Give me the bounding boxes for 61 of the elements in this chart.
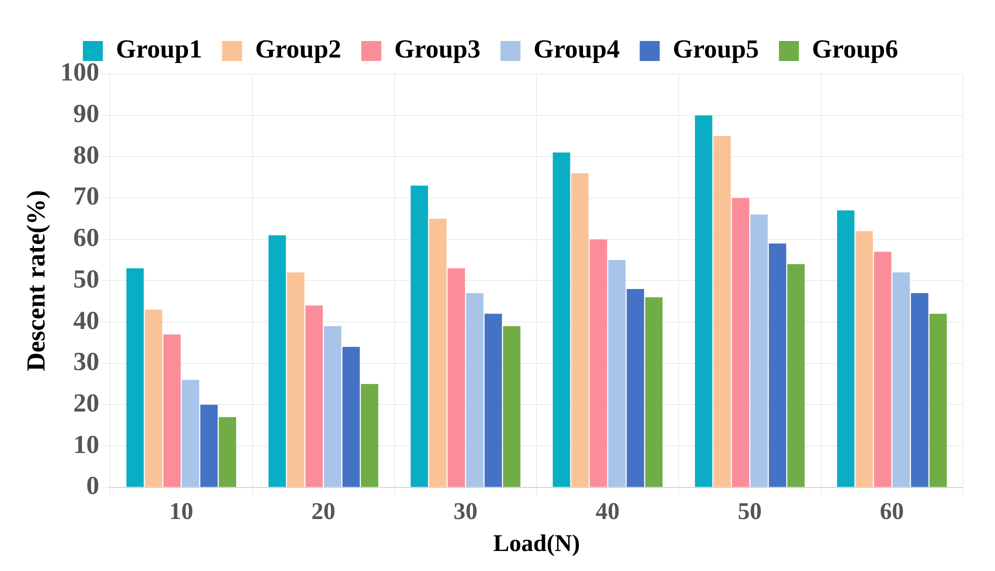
bar	[856, 231, 873, 487]
bar	[750, 214, 768, 487]
bar	[892, 272, 910, 487]
bar	[645, 297, 663, 487]
bar	[713, 136, 731, 487]
bar	[874, 252, 892, 487]
x-tick-label: 10	[169, 499, 194, 526]
x-tick-label: 40	[596, 499, 620, 526]
bar	[410, 186, 428, 487]
bar	[360, 384, 378, 487]
y-tick-label: 80	[73, 140, 100, 170]
y-tick-label: 40	[73, 306, 100, 335]
legend-label: Group2	[255, 34, 342, 64]
bar	[571, 173, 589, 487]
legend-label: Group3	[394, 34, 481, 64]
y-tick-label: 50	[73, 264, 100, 294]
bar	[287, 272, 304, 487]
bar	[200, 404, 218, 487]
bar	[503, 326, 520, 487]
legend-label: Group1	[116, 34, 202, 64]
x-tick-label: 60	[880, 499, 904, 526]
bar	[429, 218, 446, 487]
bar	[626, 288, 644, 487]
bar	[126, 268, 144, 487]
y-tick-label: 10	[73, 430, 100, 459]
bar	[837, 210, 854, 487]
bar	[590, 239, 608, 487]
bar	[268, 235, 286, 487]
legend-label: Group4	[534, 34, 620, 64]
y-tick-label: 0	[86, 471, 100, 500]
bar	[305, 306, 323, 487]
y-axis-title: Descent rate(%)	[21, 190, 50, 372]
bar	[768, 243, 786, 487]
bar	[732, 198, 750, 487]
bar	[342, 346, 360, 487]
bar	[466, 293, 484, 487]
bar	[787, 264, 805, 487]
bar	[324, 326, 342, 487]
y-tick-label: 90	[73, 99, 100, 128]
y-tick-label: 20	[73, 388, 100, 418]
bar	[163, 334, 181, 487]
x-tick-label: 50	[738, 499, 762, 526]
y-tick-label: 60	[73, 223, 100, 252]
y-tick-label: 30	[73, 347, 100, 376]
bar	[484, 314, 502, 487]
y-tick-label: 100	[60, 58, 100, 87]
bar	[694, 115, 712, 487]
y-tick-label: 70	[73, 182, 100, 211]
legend-label: Group6	[812, 34, 898, 64]
bar	[218, 417, 236, 487]
bar	[448, 268, 465, 487]
legend-label: Group5	[672, 34, 759, 64]
bar	[144, 310, 162, 487]
bar	[182, 380, 200, 487]
bar	[608, 260, 626, 487]
x-tick-label: 30	[454, 499, 478, 526]
bar	[929, 314, 947, 487]
bar	[552, 152, 570, 487]
x-tick-label: 20	[311, 499, 336, 526]
bar	[910, 293, 928, 487]
x-axis-title: Load(N)	[493, 530, 580, 557]
